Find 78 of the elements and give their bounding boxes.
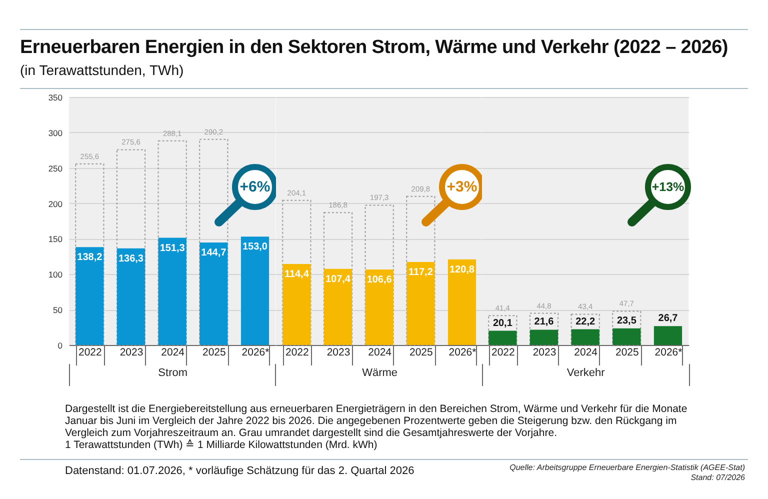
x-tick-label: 2024	[368, 347, 392, 358]
bar	[612, 328, 642, 345]
x-tick-label: 2025	[202, 347, 226, 358]
data-label: 136,3	[118, 253, 144, 264]
data-label: 107,4	[325, 274, 351, 285]
data-label: 117,2	[408, 266, 433, 278]
data-label: 120,8	[449, 264, 475, 276]
y-tick-label: 50	[53, 305, 63, 316]
x-axis-title: Verkehr	[567, 366, 606, 379]
x-tick-label: 2023	[326, 347, 350, 358]
data-label: 153,0	[242, 242, 268, 253]
y-tick-label: 0	[58, 340, 63, 350]
text: Dargestellt ist die Energiebereitstellung aus erneuerbaren Energieträgern in den Bereichen Strom, Wärme und Verkehr für die Monate Januar bis Juni im Vergleich der Jahre 2022 bis 2026. Die angegebenen Prozentwerte geben die Steigerung bzw. den Rückgang im Vergleich zum Vorjahreszeitraum an. Grau umrandet dargestellt sind die Gesamtjahreswerte der Vorjahre.	[65, 403, 688, 439]
text: Erneuerbaren Energien in den Sektoren Strom, Wärme und Verkehr (2022 – 2026)	[20, 37, 728, 59]
y-tick-label: 100	[48, 270, 63, 280]
annotation: +6%	[240, 178, 270, 196]
data-label: 144,7	[201, 247, 227, 258]
bar	[158, 140, 187, 346]
data-label: 22,2	[576, 316, 596, 328]
bar	[530, 312, 559, 346]
x-tick-label: 2022	[78, 347, 102, 358]
bar	[240, 236, 270, 345]
x-tick-label: 2023	[120, 347, 144, 358]
x-tick-label: 2022	[492, 347, 516, 358]
x-tick-label: 2025	[616, 347, 640, 358]
data-label: 138,2	[77, 252, 103, 264]
x-tick-label: 2026*	[655, 347, 683, 358]
y-tick-label: 300	[48, 128, 63, 138]
x-tick-label: 2025	[409, 347, 433, 358]
data-label: 26,7	[658, 313, 678, 324]
source-note: Quelle: Arbeitsgruppe Erneuerbare Energien-Statistik (AGEE-Stat)	[510, 463, 745, 472]
annotation: +3%	[446, 178, 477, 196]
bar	[323, 212, 352, 346]
bar	[406, 196, 435, 346]
bar	[530, 330, 558, 345]
y-tick-label: 250	[48, 163, 63, 174]
bar	[571, 314, 600, 346]
bar	[488, 330, 518, 345]
x-tick-label: 2026*	[242, 347, 270, 358]
bar	[116, 149, 146, 346]
bar	[76, 247, 104, 345]
bar	[282, 264, 310, 345]
x-axis-title: Strom	[158, 366, 188, 379]
bar	[158, 238, 186, 345]
x-axis-title: Wärme	[362, 366, 398, 379]
text: Datenstand: 01.07.2026, * vorläufige Schätzung für das 2. Quartal 2026	[65, 465, 414, 477]
bar	[448, 259, 476, 345]
bar	[406, 262, 434, 345]
bar	[654, 326, 682, 345]
text: Stand: 07/2026	[690, 472, 745, 482]
data-label: 20,1	[493, 318, 514, 329]
data-label: 106,6	[366, 274, 392, 286]
y-tick-label: 350	[48, 92, 63, 103]
y-tick-label: 200	[48, 198, 63, 209]
bar	[324, 268, 352, 345]
data-label: 114,4	[284, 268, 309, 280]
x-tick-label: 2023	[533, 347, 557, 358]
data-label: 151,3	[160, 242, 186, 254]
bar	[364, 204, 394, 346]
x-tick-label: 2024	[161, 347, 185, 358]
chart-subtitle: (in Terawattstunden, TWh)	[20, 62, 184, 78]
bar	[75, 163, 104, 346]
bar	[282, 200, 311, 346]
bar	[364, 269, 394, 345]
annotation: +13%	[652, 180, 684, 194]
data-label: 23,5	[617, 315, 638, 326]
bar	[572, 329, 600, 345]
x-tick-label: 2026*	[448, 347, 476, 358]
bar	[199, 138, 228, 346]
x-tick-label: 2022	[285, 347, 309, 358]
data-label: 21,6	[534, 316, 554, 328]
bar	[200, 242, 228, 345]
bar	[116, 248, 146, 345]
y-tick-label: 150	[48, 234, 63, 244]
x-tick-label: 2024	[574, 347, 598, 358]
text: 1 Terawattstunden (TWh) ≙ 1 Milliarde Kilowattstunden (Mrd. kWh)	[65, 439, 378, 451]
bar	[488, 315, 518, 346]
bar	[612, 310, 642, 346]
